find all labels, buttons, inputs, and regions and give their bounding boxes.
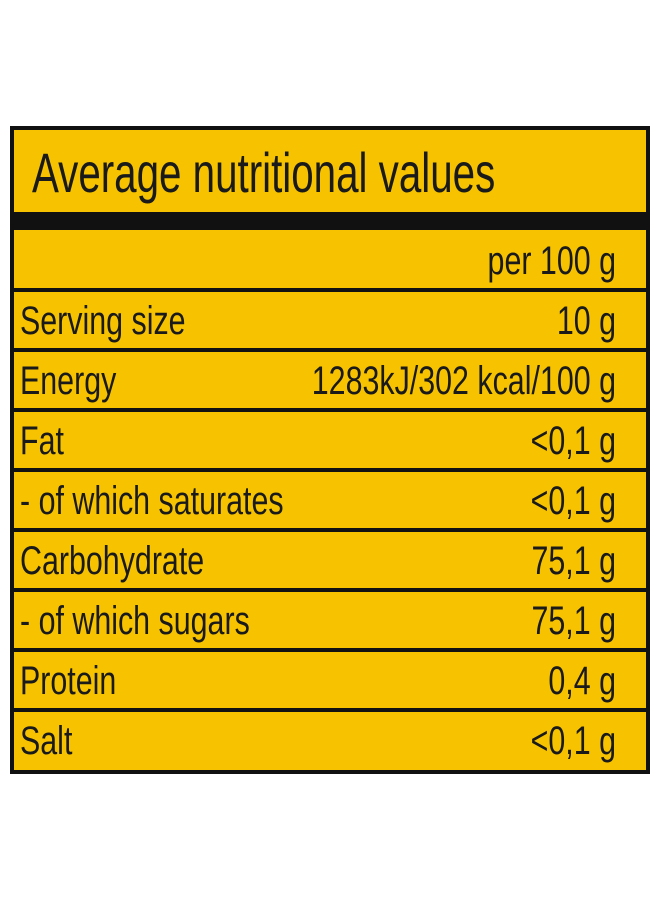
nutrient-value: <0,1 g: [531, 479, 616, 523]
nutrient-label: Carbohydrate: [20, 539, 204, 583]
nutrient-label: Salt: [20, 719, 72, 763]
nutrient-value: 10 g: [557, 299, 616, 343]
header-cell: per 100 g: [488, 239, 616, 283]
nutrient-value: <0,1 g: [531, 719, 616, 763]
nutrient-label: Protein: [20, 659, 116, 703]
nutrient-value: 0,4 g: [548, 659, 616, 703]
row-divider: [12, 708, 648, 712]
row-divider: [12, 288, 648, 292]
nutrient-label: - of which saturates: [20, 479, 284, 523]
row-divider: [12, 528, 648, 532]
title: Average nutritional values: [32, 141, 495, 204]
nutrient-value: 75,1 g: [531, 539, 616, 583]
row-divider: [12, 408, 648, 412]
row-divider: [12, 468, 648, 472]
nutrient-label: Fat: [20, 419, 64, 463]
row-divider: [12, 648, 648, 652]
row-divider: [12, 348, 648, 352]
nutrient-label: Serving size: [20, 299, 186, 343]
row-divider: [12, 588, 648, 592]
nutrient-label: Energy: [20, 359, 116, 403]
table-frame: [10, 126, 650, 774]
nutrient-value: <0,1 g: [531, 419, 616, 463]
title-bar: [12, 212, 648, 230]
nutrient-value: 1283kJ/302 kcal/100 g: [312, 359, 616, 403]
nutrient-value: 75,1 g: [531, 599, 616, 643]
nutrient-label: - of which sugars: [20, 599, 250, 643]
